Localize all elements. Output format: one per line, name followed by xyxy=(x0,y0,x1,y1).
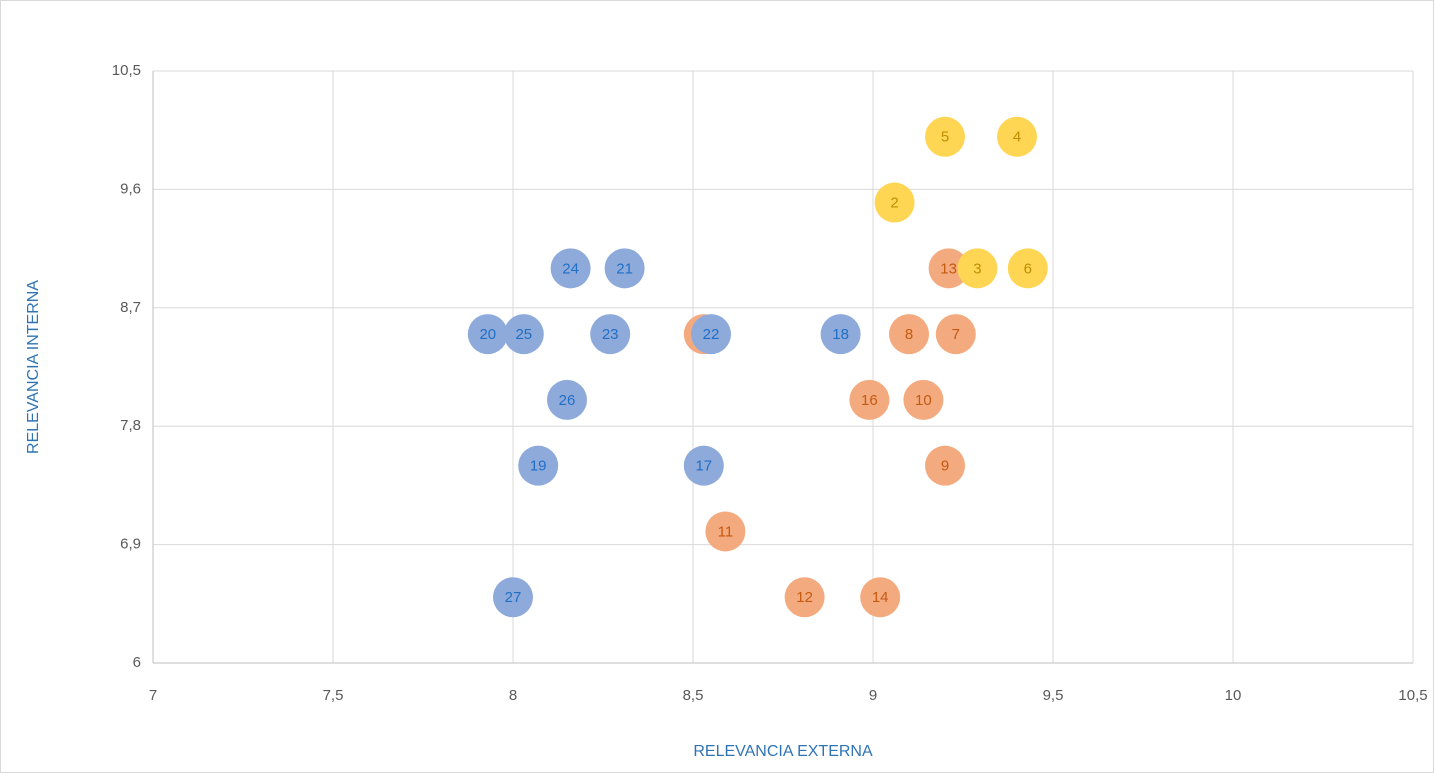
point-label: 19 xyxy=(530,458,547,475)
point-label: 9 xyxy=(941,458,949,475)
point-label: 26 xyxy=(559,392,576,409)
bubble xyxy=(547,379,587,420)
x-tick-label: 8,5 xyxy=(683,687,704,704)
bubble xyxy=(691,314,731,355)
bubble xyxy=(705,511,746,552)
point-label: 2 xyxy=(890,195,898,212)
point-label: 13 xyxy=(940,260,957,277)
point-label: 7 xyxy=(952,326,960,343)
bubble xyxy=(590,314,631,355)
point-label: 23 xyxy=(602,326,619,343)
point-label: 27 xyxy=(505,589,522,606)
point-label: 14 xyxy=(872,589,889,606)
bubble xyxy=(467,314,508,355)
y-tick-label: 7,8 xyxy=(120,417,141,434)
point-label: 11 xyxy=(718,523,734,540)
x-tick-label: 7 xyxy=(149,687,157,704)
y-tick-label: 6 xyxy=(133,654,141,671)
x-axis-title: RELEVANCIA EXTERNA xyxy=(693,743,873,760)
x-tick-label: 9,5 xyxy=(1043,687,1064,704)
point-label: 5 xyxy=(941,129,949,146)
point-label: 3 xyxy=(973,260,981,277)
point-label: 20 xyxy=(479,326,496,343)
y-tick-label: 6,9 xyxy=(120,536,141,553)
bubble xyxy=(503,314,544,355)
bubble xyxy=(997,116,1037,157)
x-tick-label: 10 xyxy=(1225,687,1242,704)
point-label: 10 xyxy=(915,392,932,409)
x-tick-label: 8 xyxy=(509,687,517,704)
bubble xyxy=(889,314,929,355)
point-label: 4 xyxy=(1013,129,1021,146)
bubble xyxy=(784,577,825,618)
x-tick-label: 10,5 xyxy=(1398,687,1427,704)
bubble xyxy=(849,379,890,420)
bubble xyxy=(928,248,969,289)
point-label: 22 xyxy=(703,326,720,343)
y-tick-label: 8,7 xyxy=(120,299,141,316)
bubble xyxy=(604,248,645,289)
bubble xyxy=(550,248,591,289)
point-label: 16 xyxy=(861,392,878,409)
point-label: 6 xyxy=(1024,260,1032,277)
x-tick-label: 9 xyxy=(869,687,877,704)
point-label: 24 xyxy=(562,260,579,277)
bubble xyxy=(493,577,533,618)
y-axis-title: RELEVANCIA INTERNA xyxy=(25,280,42,454)
point-label: 21 xyxy=(616,260,633,277)
bubble xyxy=(925,445,965,486)
bubble xyxy=(1007,248,1048,289)
y-tick-label: 10,5 xyxy=(112,62,141,79)
x-tick-label: 7,5 xyxy=(323,687,344,704)
point-label: 8 xyxy=(905,326,913,343)
bubble xyxy=(903,379,944,420)
bubble xyxy=(925,116,965,157)
bubble xyxy=(957,248,998,289)
bubble xyxy=(860,577,901,618)
point-label: 12 xyxy=(796,589,813,606)
bubble xyxy=(935,314,976,355)
bubble xyxy=(518,445,559,486)
bubble xyxy=(820,314,861,355)
bubble xyxy=(683,445,724,486)
y-tick-label: 9,6 xyxy=(120,180,141,197)
point-label: 17 xyxy=(695,458,712,475)
bubble xyxy=(874,182,915,223)
point-label: 18 xyxy=(832,326,849,343)
point-label: 25 xyxy=(515,326,532,343)
